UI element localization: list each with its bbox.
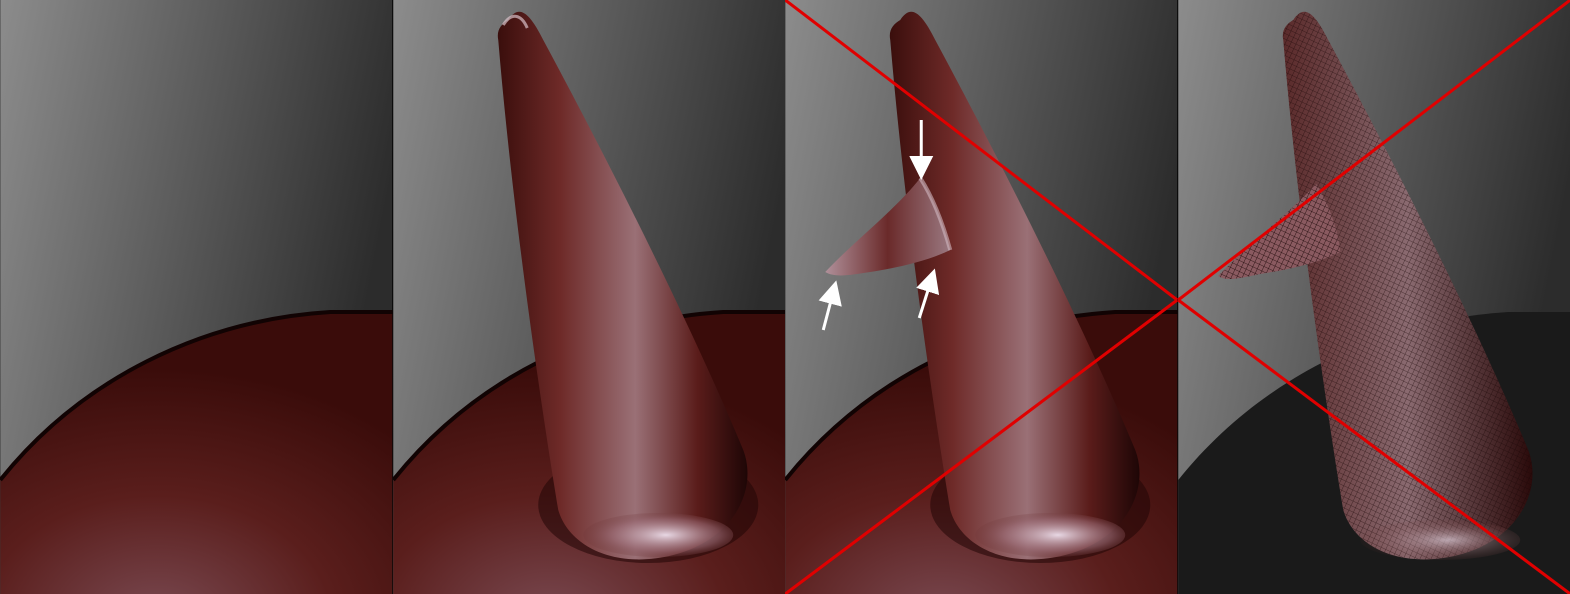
- fin-artifact: [825, 178, 951, 276]
- spike-tip-highlight: [501, 14, 529, 29]
- cross-line-a: [785, 0, 1178, 302]
- cross-line-b: [1177, 298, 1570, 594]
- cross-line-a: [1177, 0, 1570, 302]
- arrow-right: [916, 268, 940, 319]
- spike-base-highlight: [1359, 520, 1520, 560]
- panel-wireframe-mesh: [1177, 0, 1570, 594]
- spike: [497, 11, 748, 560]
- panel-smooth-spike: [392, 0, 786, 594]
- panel-base-surface: [0, 0, 393, 594]
- spike-base-highlight: [582, 513, 733, 557]
- spike: [889, 11, 1140, 560]
- sphere-surface: [0, 312, 393, 594]
- spike-base-highlight: [975, 513, 1126, 557]
- smooth-spike-render: [392, 0, 785, 594]
- fin-artifact-render: [785, 0, 1178, 594]
- panel-spike-with-fin-artifact: [785, 0, 1178, 594]
- sphere-rim: [0, 310, 393, 482]
- arrow-left: [818, 280, 842, 331]
- fin-mesh-lines: [1217, 184, 1340, 280]
- cross-line-b: [785, 298, 1178, 594]
- spike-mesh-lines: [1282, 11, 1533, 560]
- base-surface-render: [0, 0, 393, 594]
- wireframe-render: [1177, 0, 1570, 594]
- fin-blend-seam: [918, 176, 953, 251]
